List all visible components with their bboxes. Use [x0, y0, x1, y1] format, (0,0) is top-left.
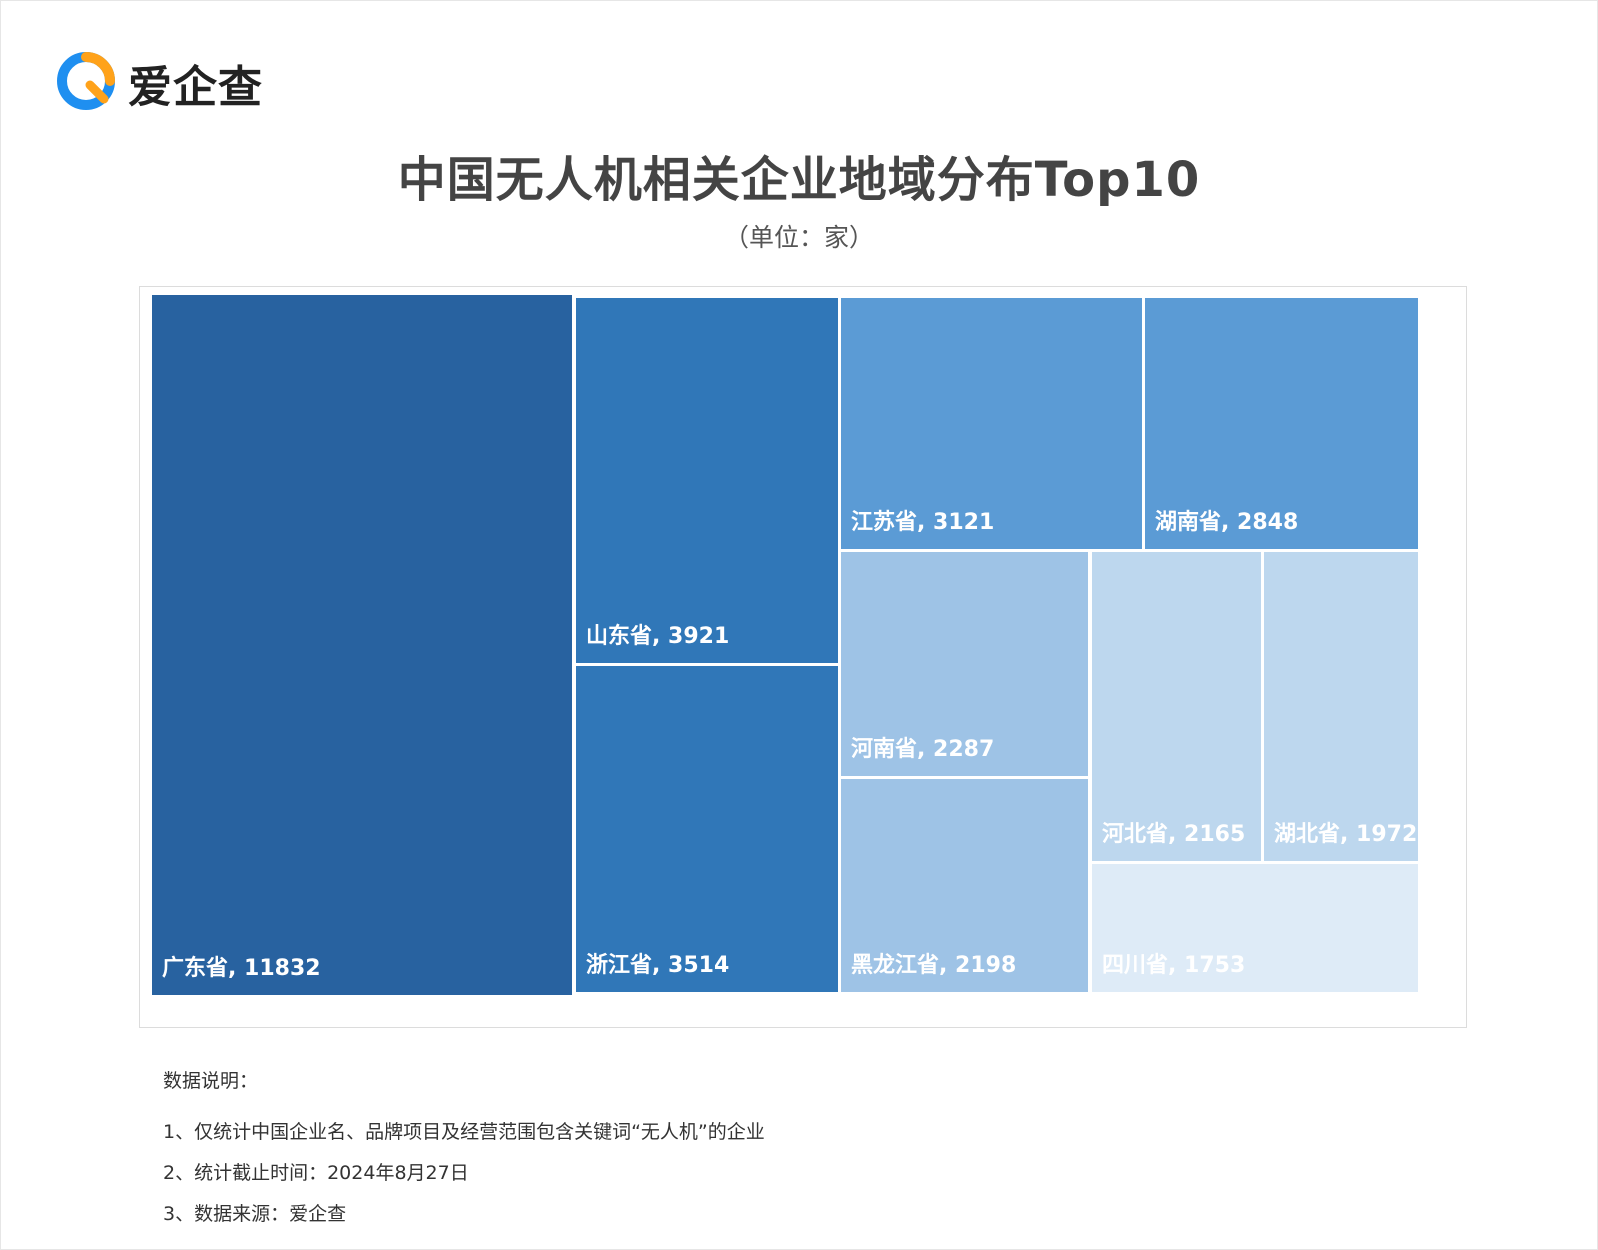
treemap-rect: [152, 295, 572, 995]
treemap-label: 四川省, 1753: [1102, 953, 1245, 978]
magnifier-q-icon: [57, 52, 115, 110]
treemap-cell-7: 黑龙江省, 2198: [841, 779, 1088, 992]
treemap-rect: [841, 552, 1088, 776]
treemap-rect: [841, 779, 1088, 992]
treemap-cell-1: 广东省, 11832: [152, 295, 572, 995]
notes-heading: 数据说明：: [163, 1070, 259, 1092]
treemap-cell-10: 四川省, 1753: [1092, 864, 1418, 992]
treemap-cell-5: 湖南省, 2848: [1145, 298, 1418, 549]
data-notes: 数据说明： 1、仅统计中国企业名、品牌项目及经营范围包含关键词“无人机”的企业 …: [163, 1066, 765, 1240]
treemap-rect: [1264, 552, 1418, 861]
treemap-label: 湖南省, 2848: [1155, 510, 1298, 535]
treemap-svg: 广东省, 11832 山东省, 3921 浙江省, 3514 江苏省, 3121 湖南省…: [152, 295, 1418, 995]
note-line-2: 2、统计截止时间：2024年8月27日: [163, 1162, 469, 1184]
treemap-label: 广东省, 11832: [162, 955, 321, 981]
treemap-rect: [841, 298, 1142, 549]
treemap-cell-2: 山东省, 3921: [576, 298, 838, 663]
treemap-label: 黑龙江省, 2198: [851, 953, 1016, 978]
treemap-label: 浙江省, 3514: [586, 953, 729, 978]
treemap-label: 山东省, 3921: [586, 623, 729, 649]
treemap-cell-3: 浙江省, 3514: [576, 666, 838, 992]
chart-subtitle: （单位：家）: [723, 223, 874, 252]
brand-logo: 爱企查: [54, 48, 263, 118]
treemap-label: 河北省, 2165: [1102, 822, 1245, 847]
treemap-rect: [576, 298, 838, 663]
note-line-1: 1、仅统计中国企业名、品牌项目及经营范围包含关键词“无人机”的企业: [163, 1121, 765, 1143]
note-line-3: 3、数据来源：爱企查: [163, 1203, 347, 1225]
treemap-cell-4: 江苏省, 3121: [841, 298, 1142, 549]
treemap-rect: [1145, 298, 1418, 549]
treemap-rect: [1092, 864, 1418, 992]
treemap-cell-9: 湖北省, 1972: [1264, 552, 1418, 861]
treemap-rect: [576, 666, 838, 992]
brand-name: 爱企查: [128, 62, 263, 113]
treemap-label: 湖北省, 1972: [1274, 822, 1417, 847]
chart-title: 中国无人机相关企业地域分布Top10: [397, 152, 1201, 208]
treemap-rect: [1092, 552, 1261, 861]
treemap-cell-8: 河北省, 2165: [1092, 552, 1261, 861]
treemap-chart: 广东省, 11832 山东省, 3921 浙江省, 3514 江苏省, 3121 湖南省…: [139, 286, 1467, 1028]
treemap-cell-6: 河南省, 2287: [841, 552, 1088, 776]
treemap-label: 江苏省, 3121: [851, 509, 994, 535]
treemap-label: 河南省, 2287: [851, 737, 994, 762]
